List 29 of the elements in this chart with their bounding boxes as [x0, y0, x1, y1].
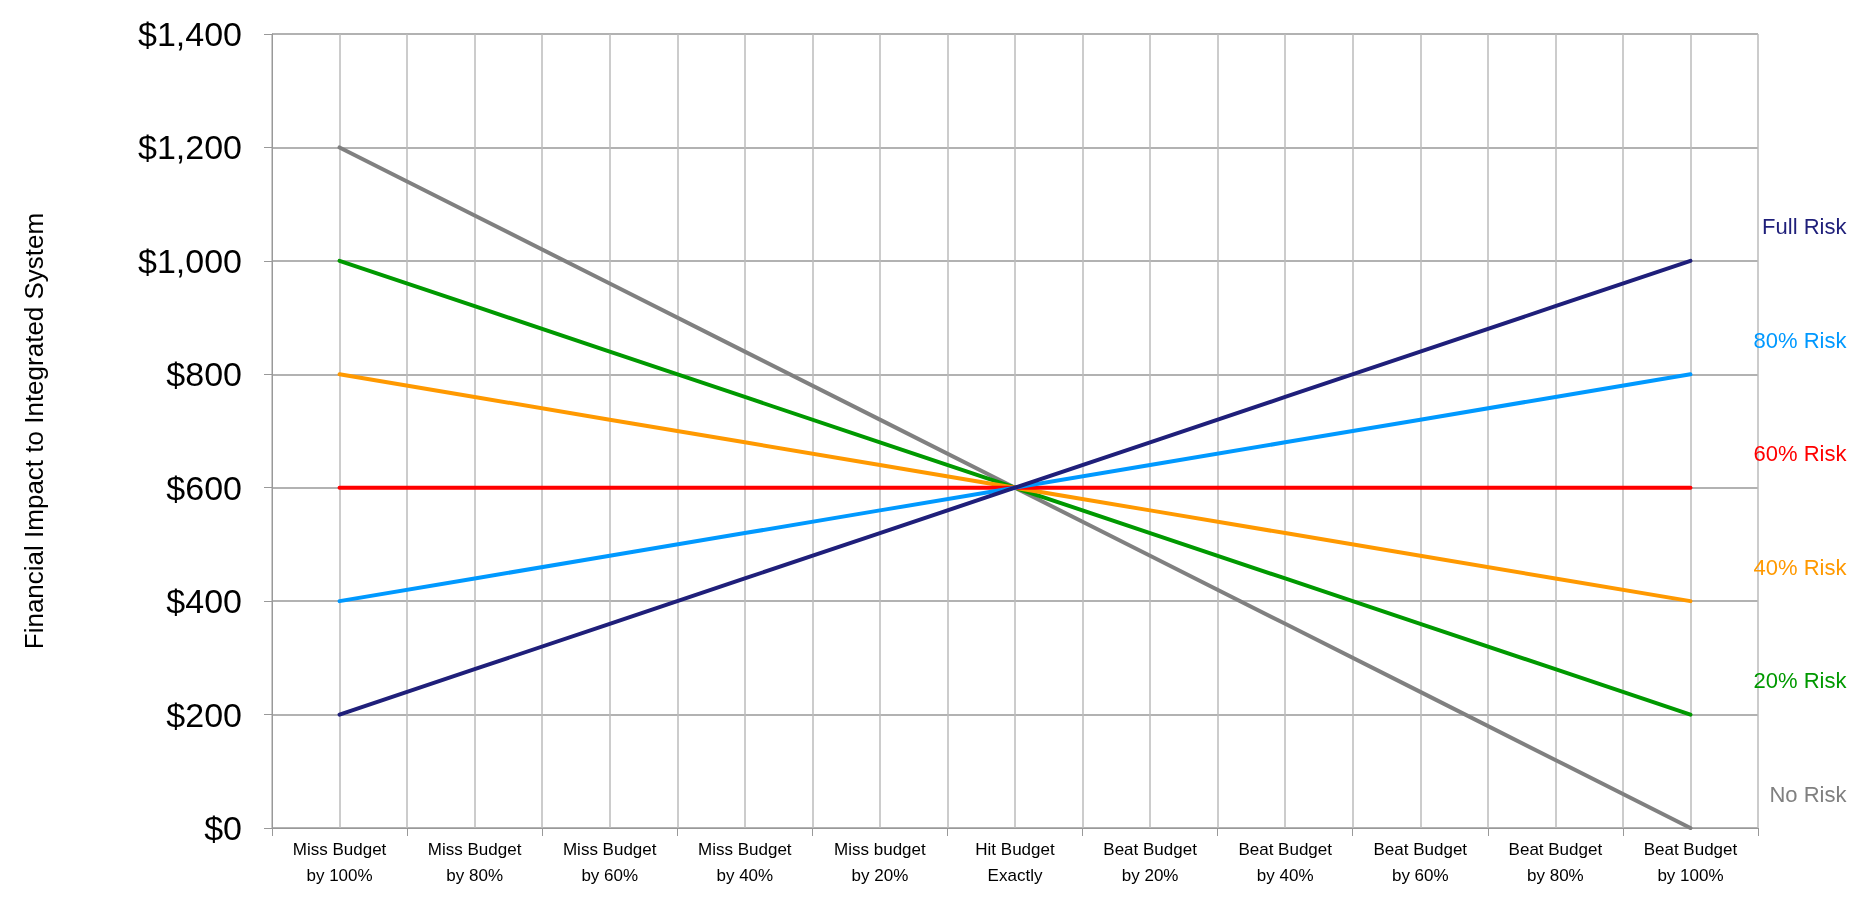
y-tick-label: $800 — [166, 355, 242, 394]
text: No Risk — [1769, 781, 1848, 807]
x-tick-label: Beat Budget by 20% — [1103, 839, 1198, 885]
text: 40% Risk — [1753, 554, 1848, 580]
y-tick-label: $200 — [166, 695, 242, 734]
x-tick-label: Beat Budget by 40% — [1238, 839, 1333, 885]
y-tick-label: $1,200 — [138, 128, 242, 167]
x-tick-label: Beat Budget by 100% — [1643, 839, 1738, 885]
text: Full Risk — [1762, 214, 1848, 240]
x-tick-label: Miss Budget by 100% — [292, 839, 387, 885]
y-tick-label: $0 — [204, 809, 242, 847]
x-tick-label: Hit Budget Exactly — [975, 839, 1055, 885]
y-tick-label: $1,000 — [138, 241, 242, 280]
text: 60% Risk — [1753, 441, 1848, 467]
x-tick-label: Beat Budget by 80% — [1508, 839, 1603, 885]
text: 20% Risk — [1753, 668, 1848, 694]
line-series — [337, 258, 1693, 717]
x-tick-label: Miss Budget by 40% — [698, 839, 792, 885]
y-axis-title: Financial Impact to Integrated System — [19, 212, 49, 650]
text: 80% Risk — [1753, 327, 1848, 353]
x-tick-label: Miss Budget by 60% — [562, 839, 657, 885]
line-series — [337, 145, 1693, 830]
y-tick-label: $1,400 — [138, 15, 242, 53]
x-tick-label: Miss Budget by 80% — [427, 839, 522, 885]
x-tick-label: Beat Budget by 60% — [1373, 839, 1468, 885]
y-tick-label: $600 — [166, 468, 242, 507]
y-tick-label: $400 — [166, 582, 242, 621]
line-series — [337, 372, 1693, 604]
x-tick-label: Miss budget by 20% — [834, 839, 927, 885]
